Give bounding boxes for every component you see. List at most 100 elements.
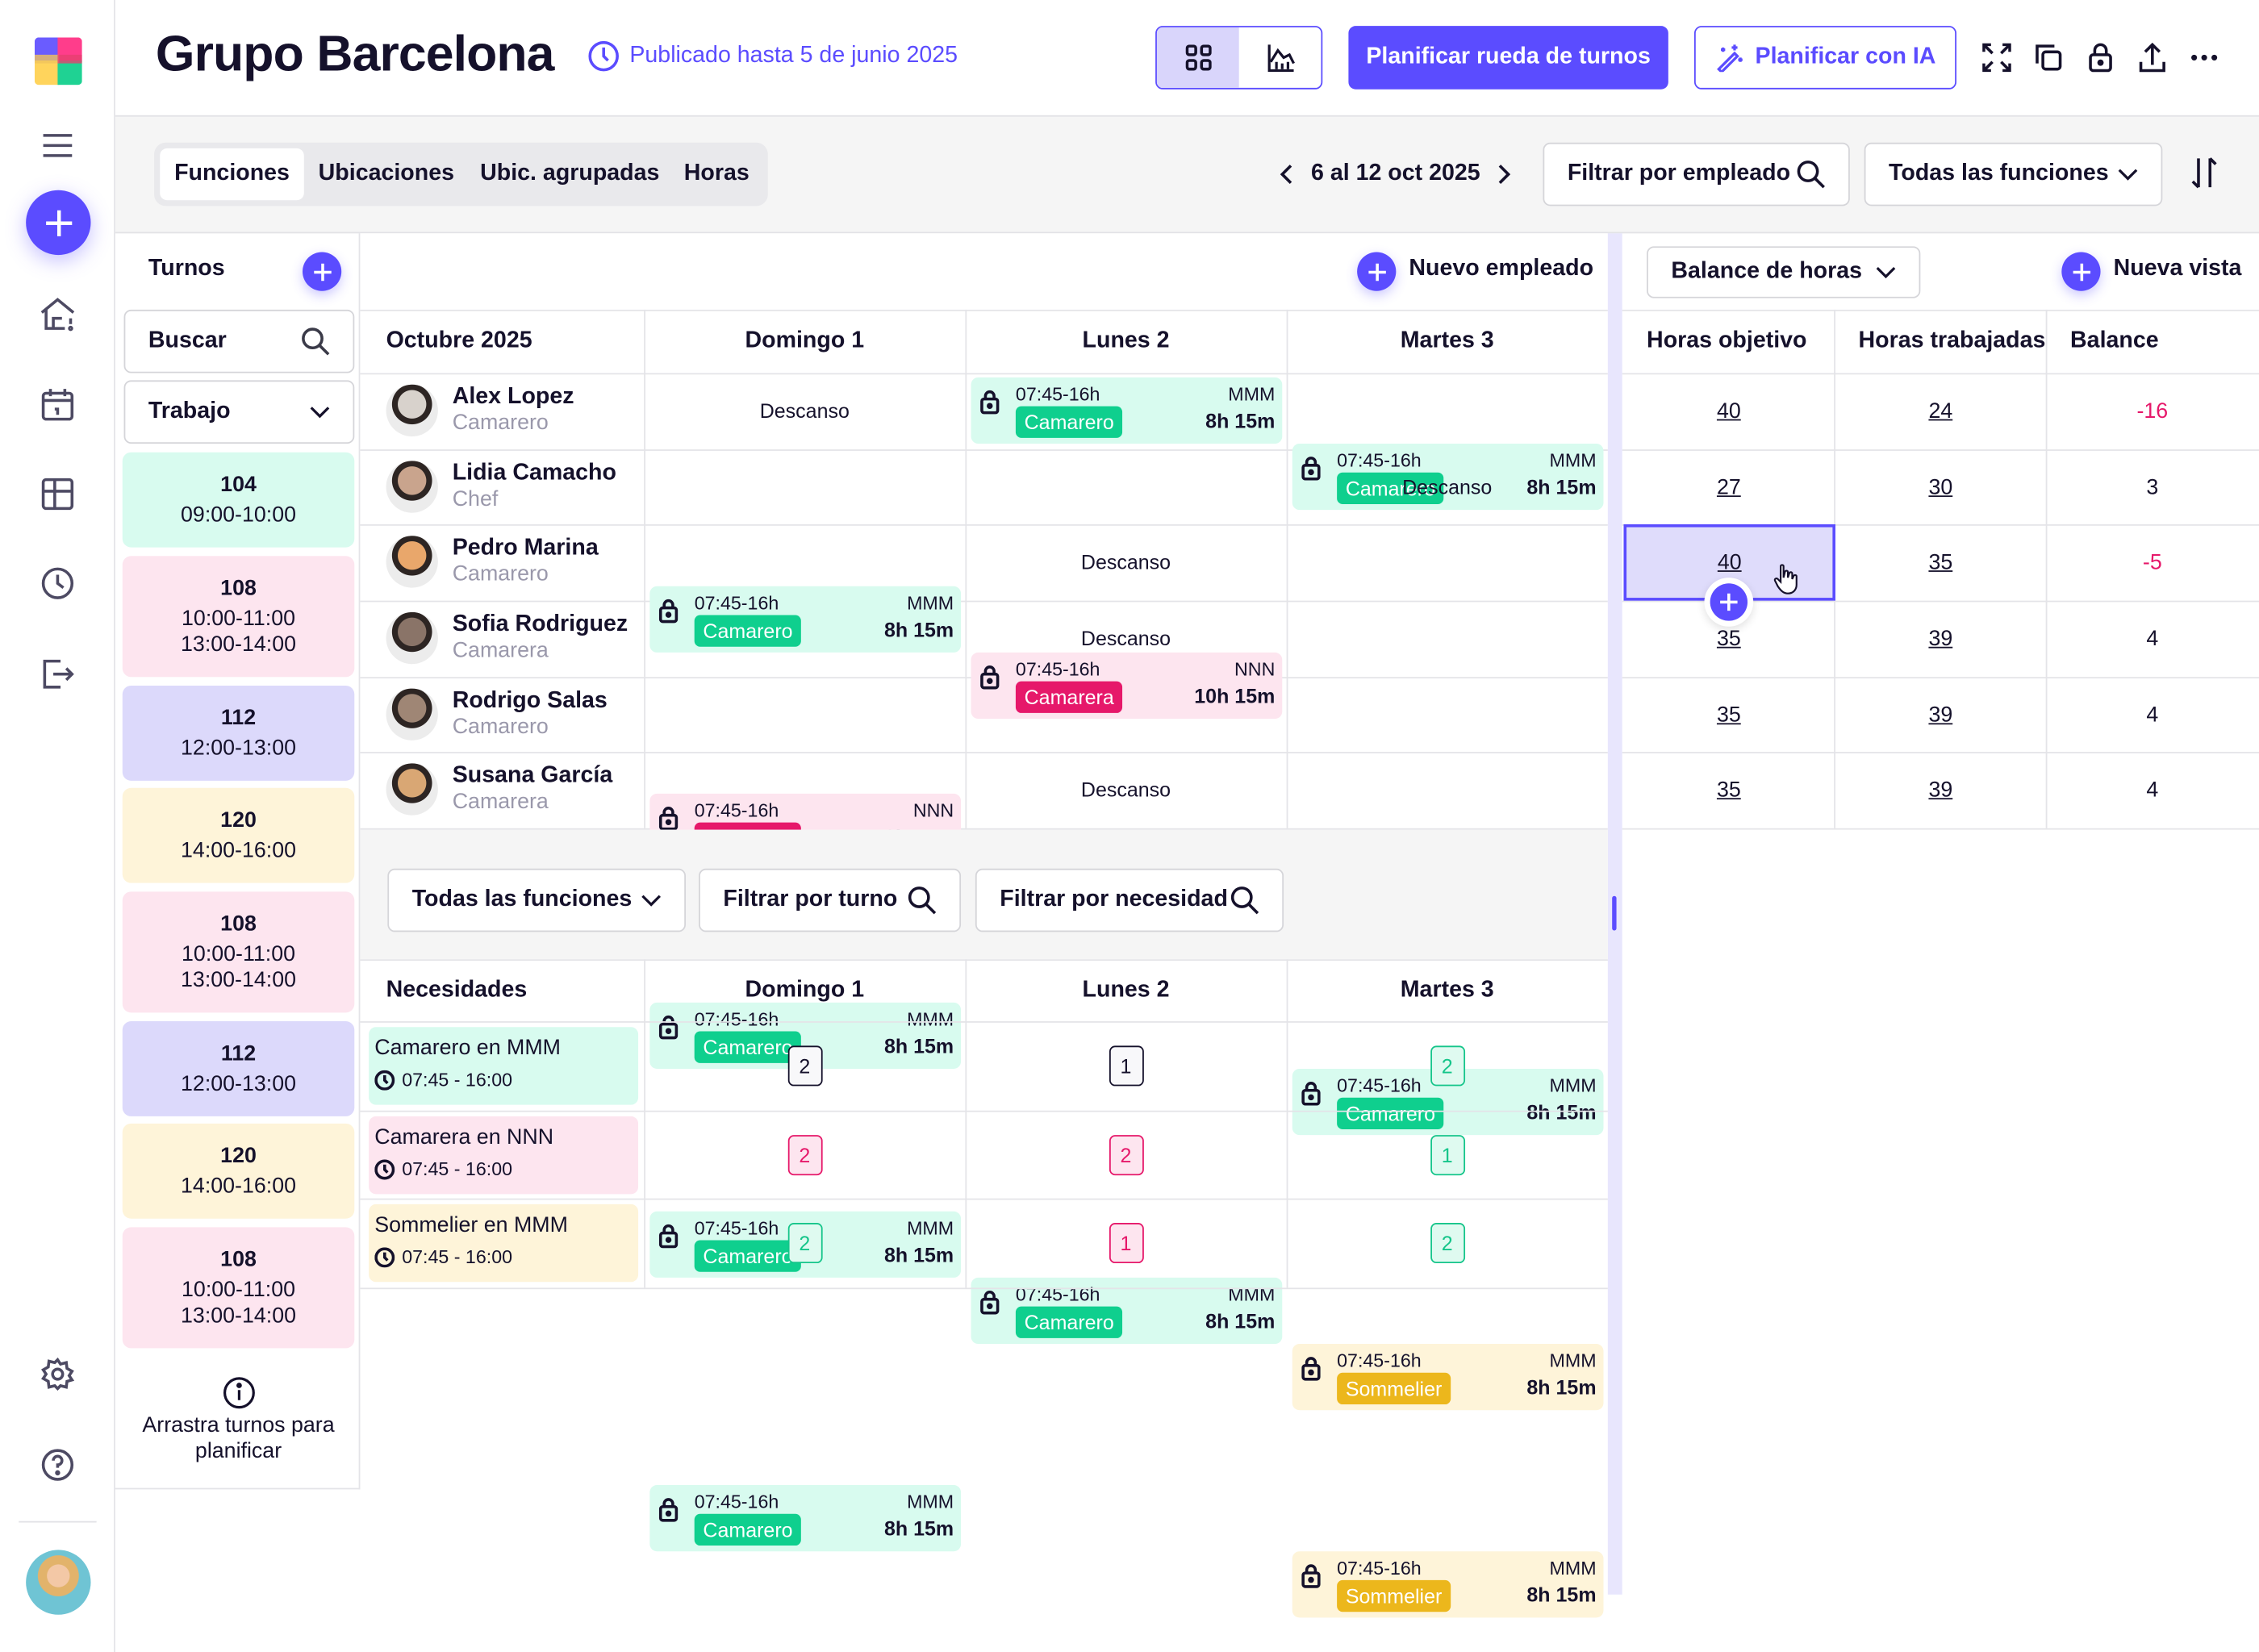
worked-hours-value[interactable]: 39 [1928, 703, 1953, 728]
menu-icon[interactable] [36, 124, 80, 168]
need-count-badge[interactable]: 2 [1109, 1135, 1143, 1176]
need-count-badge[interactable]: 1 [1109, 1223, 1143, 1264]
lock-icon[interactable] [658, 598, 679, 624]
app-logo[interactable] [34, 37, 82, 86]
add-cell-button[interactable] [1704, 578, 1754, 627]
tab-horas[interactable]: Horas [683, 161, 750, 186]
lock-icon[interactable] [979, 664, 1000, 690]
lock-icon[interactable] [1301, 1355, 1321, 1381]
worked-hours-value[interactable]: 30 [1928, 475, 1953, 500]
worked-hours-value[interactable]: 39 [1928, 778, 1953, 803]
need-count-badge[interactable]: 2 [787, 1135, 822, 1176]
prev-week-button[interactable] [1280, 165, 1294, 185]
calendar-icon[interactable] [36, 383, 80, 427]
shift-type-select[interactable]: Trabajo [123, 380, 355, 444]
add-shift-button[interactable] [302, 252, 342, 291]
employee-filter-input[interactable]: Filtrar por empleado [1543, 142, 1850, 206]
shift-template-card[interactable]: 120 14:00-16:00 [122, 787, 355, 883]
shift-block[interactable]: 07:45-16h MMM Camarero 8h 15m [649, 586, 962, 653]
table-icon[interactable] [36, 473, 80, 516]
chart-view-button[interactable] [1239, 27, 1322, 88]
employee-row-header[interactable]: Sofia Rodriguez Camarera [386, 601, 628, 676]
need-count-badge[interactable]: 1 [1109, 1045, 1143, 1087]
splitter-handle[interactable] [1612, 895, 1617, 931]
shift-template-card[interactable]: 112 12:00-13:00 [122, 685, 355, 781]
duplicate-icon[interactable] [2031, 40, 2066, 75]
tab-ubicaciones[interactable]: Ubicaciones [318, 161, 454, 186]
rest-day-cell[interactable]: Descanso [759, 398, 850, 423]
lock-icon[interactable] [1301, 1080, 1321, 1106]
shift-block[interactable]: 07:45-16h MMM Sommelier 8h 15m [1292, 1344, 1604, 1411]
new-employee-button[interactable] [1357, 252, 1397, 291]
rest-day-cell[interactable]: Descanso [1402, 475, 1493, 499]
need-count-badge[interactable]: 2 [1430, 1045, 1465, 1087]
shift-template-card[interactable]: 108 10:00-11:00 13:00-14:00 [122, 1227, 355, 1349]
employee-row-header[interactable]: Rodrigo Salas Camarero [386, 677, 608, 752]
shift-template-card[interactable]: 108 10:00-11:00 13:00-14:00 [122, 891, 355, 1013]
shift-search-input[interactable]: Buscar [123, 309, 355, 373]
gear-icon[interactable] [36, 1353, 80, 1396]
employee-row-header[interactable]: Alex Lopez Camarero [386, 373, 574, 448]
shift-block[interactable]: 07:45-16h MMM Camarero 8h 15m [1292, 443, 1604, 511]
worked-hours-value[interactable]: 39 [1928, 626, 1953, 652]
need-count-badge[interactable]: 2 [787, 1223, 822, 1264]
plan-ai-button[interactable]: Planificar con IA [1693, 26, 1956, 90]
upload-icon[interactable] [2135, 40, 2169, 75]
new-view-button[interactable] [2061, 252, 2101, 291]
employee-row-header[interactable]: Susana García Camarera [386, 752, 612, 827]
shift-template-card[interactable]: 120 14:00-16:00 [122, 1123, 355, 1219]
new-view-label[interactable]: Nueva vista [2113, 256, 2242, 282]
lock-icon[interactable] [658, 1014, 679, 1040]
target-hours-value[interactable]: 35 [1716, 626, 1741, 652]
shift-block[interactable]: 07:45-16h MMM Camarero 8h 15m [971, 377, 1283, 444]
user-avatar[interactable] [26, 1550, 91, 1615]
lock-icon[interactable] [1301, 455, 1321, 481]
target-hours-value[interactable]: 35 [1716, 778, 1741, 803]
worked-hours-value[interactable]: 35 [1928, 550, 1953, 575]
shift-block[interactable]: 07:45-16h MMM Sommelier 8h 15m [1292, 1551, 1604, 1618]
help-icon[interactable] [36, 1443, 80, 1487]
lock-icon[interactable] [979, 389, 1000, 415]
lock-icon[interactable] [1301, 1562, 1321, 1588]
lock-icon[interactable] [658, 1496, 679, 1522]
clock-icon[interactable] [36, 561, 80, 605]
need-count-badge[interactable]: 2 [787, 1045, 822, 1087]
shift-filter-input[interactable]: Filtrar por turno [699, 868, 962, 932]
target-hours-value[interactable]: 35 [1716, 703, 1741, 728]
needs-functions-select[interactable]: Todas las funciones [387, 868, 686, 932]
lock-icon[interactable] [658, 1223, 679, 1249]
shift-template-card[interactable]: 104 09:00-10:00 [122, 452, 355, 548]
next-week-button[interactable] [1497, 165, 1512, 185]
shift-block[interactable]: 07:45-16h NNN Camarera 10h 15m [971, 652, 1283, 720]
employee-row-header[interactable]: Pedro Marina Camarero [386, 524, 599, 599]
plan-rotation-button[interactable]: Planificar rueda de turnos [1348, 26, 1668, 90]
more-options-icon[interactable] [2187, 40, 2222, 75]
need-label[interactable]: Camarera en NNN 07:45 - 16:00 [369, 1116, 639, 1195]
rest-day-cell[interactable]: Descanso [1080, 550, 1171, 574]
view-toggle[interactable] [1155, 26, 1323, 90]
employee-row-header[interactable]: Lidia Camacho Chef [386, 449, 616, 524]
shift-template-card[interactable]: 108 10:00-11:00 13:00-14:00 [122, 556, 355, 678]
target-hours-value[interactable]: 40 [1717, 550, 1742, 575]
home-alert-icon[interactable] [36, 292, 80, 336]
new-employee-label[interactable]: Nuevo empleado [1409, 256, 1594, 282]
tab-ubic-agrupadas[interactable]: Ubic. agrupadas [480, 161, 660, 186]
shift-template-card[interactable]: 112 12:00-13:00 [122, 1021, 355, 1116]
functions-select[interactable]: Todas las funciones [1864, 142, 2163, 206]
need-filter-input[interactable]: Filtrar por necesidad [975, 868, 1284, 932]
sort-icon[interactable] [2187, 156, 2222, 190]
lock-icon[interactable] [2083, 40, 2118, 75]
grid-view-button[interactable] [1156, 27, 1239, 88]
create-button[interactable] [26, 190, 91, 256]
shift-block[interactable]: 07:45-16h MMM Camarero 8h 15m [649, 1485, 962, 1552]
need-count-badge[interactable]: 1 [1430, 1135, 1465, 1176]
expand-icon[interactable] [1980, 40, 2015, 75]
balance-view-select[interactable]: Balance de horas [1647, 246, 1921, 298]
tab-funciones[interactable]: Funciones [160, 148, 304, 201]
need-label[interactable]: Camarero en MMM 07:45 - 16:00 [369, 1027, 639, 1105]
lock-icon[interactable] [658, 805, 679, 831]
target-hours-value[interactable]: 40 [1716, 398, 1741, 423]
target-hours-value[interactable]: 27 [1716, 475, 1741, 500]
need-label[interactable]: Sommelier en MMM 07:45 - 16:00 [369, 1204, 639, 1283]
logout-icon[interactable] [36, 653, 80, 696]
